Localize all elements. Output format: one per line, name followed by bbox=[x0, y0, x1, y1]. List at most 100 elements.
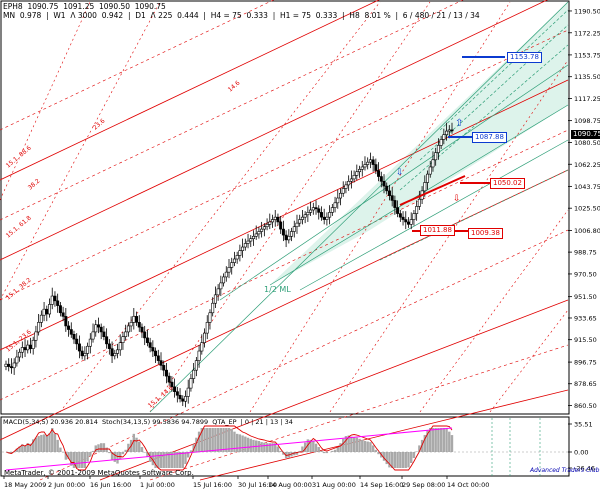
candle-body bbox=[45, 308, 49, 315]
red-parallel-line bbox=[199, 389, 569, 481]
candle-body bbox=[18, 351, 22, 358]
candle-body bbox=[224, 271, 228, 278]
candle-body bbox=[434, 152, 438, 161]
candle-body bbox=[271, 219, 275, 223]
candle-body bbox=[50, 295, 54, 305]
candle-body bbox=[426, 173, 430, 183]
candle-body bbox=[197, 350, 201, 361]
candle-body bbox=[7, 363, 11, 367]
candle-body bbox=[328, 212, 332, 218]
indicator-axis-tick-label: 0.00 bbox=[574, 449, 588, 457]
price-box-1153[interactable]: 1153.78 bbox=[507, 52, 542, 63]
indicator-plot-frame bbox=[0, 416, 570, 477]
candle-body bbox=[401, 216, 405, 220]
teal-pitchfork-line bbox=[419, 24, 569, 161]
price-box-1011[interactable]: 1011.88 bbox=[420, 225, 455, 236]
candle-body bbox=[235, 255, 239, 260]
candle-body bbox=[91, 331, 95, 340]
candle-body bbox=[355, 171, 359, 176]
candle-body bbox=[406, 221, 410, 225]
candle-body bbox=[325, 216, 329, 220]
candle-body bbox=[42, 308, 46, 316]
candle-body bbox=[183, 396, 187, 402]
candle-body bbox=[34, 331, 38, 341]
candle-body bbox=[333, 202, 337, 208]
candle-body bbox=[148, 342, 152, 348]
candle-body bbox=[371, 159, 375, 165]
candle-body bbox=[317, 208, 321, 213]
candle-body bbox=[116, 349, 120, 354]
candle-body bbox=[306, 212, 310, 216]
price-box-1050[interactable]: 1050.02 bbox=[490, 178, 525, 189]
x-axis-tick-label: 18 May 2009 bbox=[4, 481, 46, 489]
candle-body bbox=[243, 243, 247, 248]
candle-body bbox=[319, 212, 323, 218]
red-cross-line bbox=[249, 1, 511, 413]
x-axis-tick-label: 14 Oct 00:00 bbox=[447, 481, 489, 489]
candle-body bbox=[23, 347, 27, 351]
candle-body bbox=[186, 387, 190, 397]
candle-body bbox=[374, 164, 378, 171]
candle-body bbox=[257, 231, 261, 235]
candle-body bbox=[254, 233, 258, 237]
candle-body bbox=[262, 226, 266, 230]
candle-body bbox=[385, 185, 389, 192]
x-axis-tick-label: 16 Jun 16:00 bbox=[90, 481, 131, 489]
candle-body bbox=[377, 170, 381, 177]
y-axis-tick-label: 1098.75 bbox=[574, 117, 600, 125]
red-cross-line bbox=[0, 1, 161, 301]
red-cross-line bbox=[329, 59, 569, 413]
candle-body bbox=[181, 398, 185, 402]
x-axis-tick-label: 29 Sep 08:00 bbox=[402, 481, 445, 489]
candle-body bbox=[96, 324, 100, 328]
price-box-1009[interactable]: 1009.38 bbox=[468, 228, 503, 239]
candle-body bbox=[4, 363, 8, 367]
candle-body bbox=[39, 314, 43, 323]
candle-body bbox=[382, 181, 386, 187]
candle-body bbox=[211, 302, 215, 314]
candle-body bbox=[358, 169, 362, 173]
candle-body bbox=[363, 164, 367, 168]
candle-body bbox=[37, 322, 41, 333]
ml-label: 1/2 ML bbox=[264, 285, 291, 294]
candle-body bbox=[409, 219, 413, 225]
red-dashed-parallel-line bbox=[0, 29, 569, 301]
candle-body bbox=[415, 206, 419, 214]
candle-body bbox=[300, 216, 304, 220]
candle-body bbox=[352, 175, 356, 180]
candle-body bbox=[154, 350, 158, 357]
x-axis-tick-label: 14 Aug 00:00 bbox=[268, 481, 312, 489]
x-axis-tick-label: 1 Jul 00:00 bbox=[140, 481, 175, 489]
y-axis-tick-label: 878.65 bbox=[574, 380, 597, 388]
candle-body bbox=[53, 295, 57, 302]
x-axis-tick-label: 15 Jul 16:00 bbox=[193, 481, 232, 489]
y-axis-tick-label: 1043.75 bbox=[574, 183, 600, 191]
main-plot-frame bbox=[0, 0, 570, 415]
candle-body bbox=[203, 332, 207, 343]
marker-arrow-icon: ⇩ bbox=[396, 168, 404, 178]
candle-body bbox=[366, 161, 370, 165]
candle-body bbox=[75, 338, 79, 345]
price-box-1087[interactable]: 1087.88 bbox=[472, 132, 507, 143]
candle-body bbox=[26, 344, 30, 351]
candle-body bbox=[338, 192, 342, 199]
pitchfork-teal-fill bbox=[270, 2, 568, 285]
y-axis-tick-label: 1006.80 bbox=[574, 227, 600, 235]
candle-body bbox=[216, 288, 220, 296]
indicator-axis-tick-label: 35.51 bbox=[574, 421, 593, 429]
current-price-label: 1090.75 bbox=[571, 130, 600, 139]
candle-body bbox=[241, 246, 245, 251]
candle-body bbox=[260, 228, 264, 232]
y-axis-tick-label: 860.50 bbox=[574, 402, 597, 410]
red-dashed-parallel-line bbox=[0, 0, 464, 221]
candle-body bbox=[238, 250, 242, 256]
x-axis-tick-label: 14 Sep 16:00 bbox=[360, 481, 403, 489]
candle-body bbox=[309, 209, 313, 213]
candle-body bbox=[349, 178, 353, 182]
candle-body bbox=[423, 182, 427, 192]
red-dashed-parallel-line bbox=[0, 0, 275, 131]
candle-body bbox=[164, 369, 168, 377]
candle-body bbox=[249, 238, 253, 242]
candle-body bbox=[436, 145, 440, 153]
